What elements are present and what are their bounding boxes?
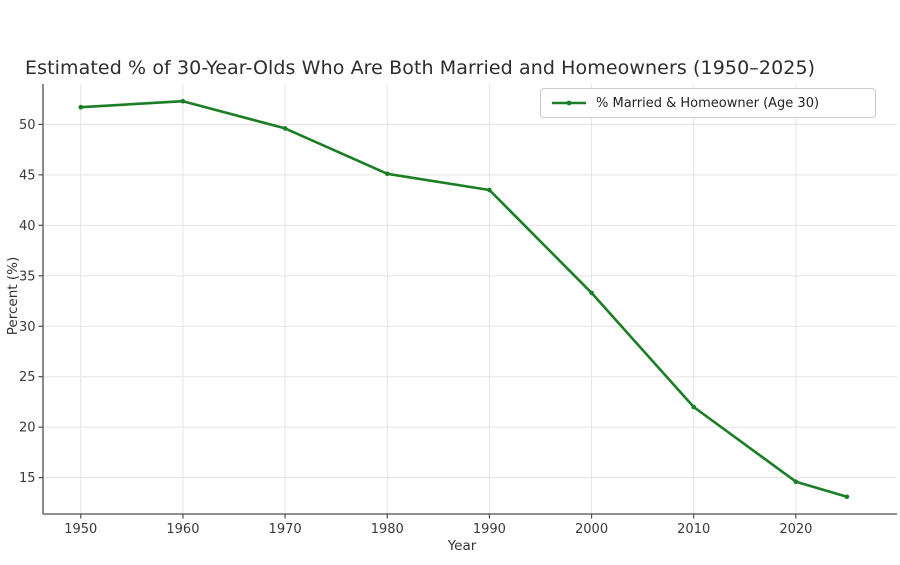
data-point-marker bbox=[793, 479, 799, 485]
chart-title: Estimated % of 30-Year-Olds Who Are Both… bbox=[25, 57, 816, 79]
y-tick-label: 40 bbox=[19, 219, 36, 234]
legend-marker-sample bbox=[566, 100, 572, 106]
legend: % Married & Homeowner (Age 30) bbox=[540, 88, 876, 118]
y-tick-label: 50 bbox=[19, 118, 36, 133]
y-tick-label: 45 bbox=[19, 168, 36, 183]
data-point-marker bbox=[78, 104, 84, 110]
y-tick-label: 30 bbox=[19, 320, 36, 335]
data-point-marker bbox=[487, 187, 492, 193]
data-point-marker bbox=[589, 290, 594, 296]
data-point-marker bbox=[385, 171, 390, 177]
x-tick-label: 2010 bbox=[677, 522, 710, 537]
x-tick-label: 1980 bbox=[371, 522, 404, 537]
y-tick-label: 35 bbox=[19, 269, 36, 284]
data-point-marker bbox=[282, 126, 288, 131]
y-tick-label: 25 bbox=[19, 370, 36, 385]
y-tick-label: 20 bbox=[19, 421, 36, 436]
data-point-marker bbox=[844, 494, 850, 500]
x-tick-label: 1960 bbox=[166, 522, 199, 537]
legend-label: % Married & Homeowner (Age 30) bbox=[596, 95, 820, 111]
legend-line-icon bbox=[552, 100, 586, 106]
data-point-marker bbox=[180, 98, 186, 104]
data-line bbox=[79, 99, 849, 499]
x-tick-label: 1990 bbox=[473, 522, 506, 537]
x-tick-label: 2000 bbox=[575, 522, 608, 537]
x-tick-label: 1970 bbox=[269, 522, 302, 537]
data-point-marker bbox=[691, 404, 696, 410]
y-tick-label: 15 bbox=[19, 471, 36, 486]
x-axis-label: Year bbox=[447, 538, 477, 554]
x-tick-label: 1950 bbox=[64, 522, 97, 537]
x-tick-label: 2020 bbox=[779, 522, 812, 537]
y-axis-label: Percent (%) bbox=[5, 256, 21, 336]
